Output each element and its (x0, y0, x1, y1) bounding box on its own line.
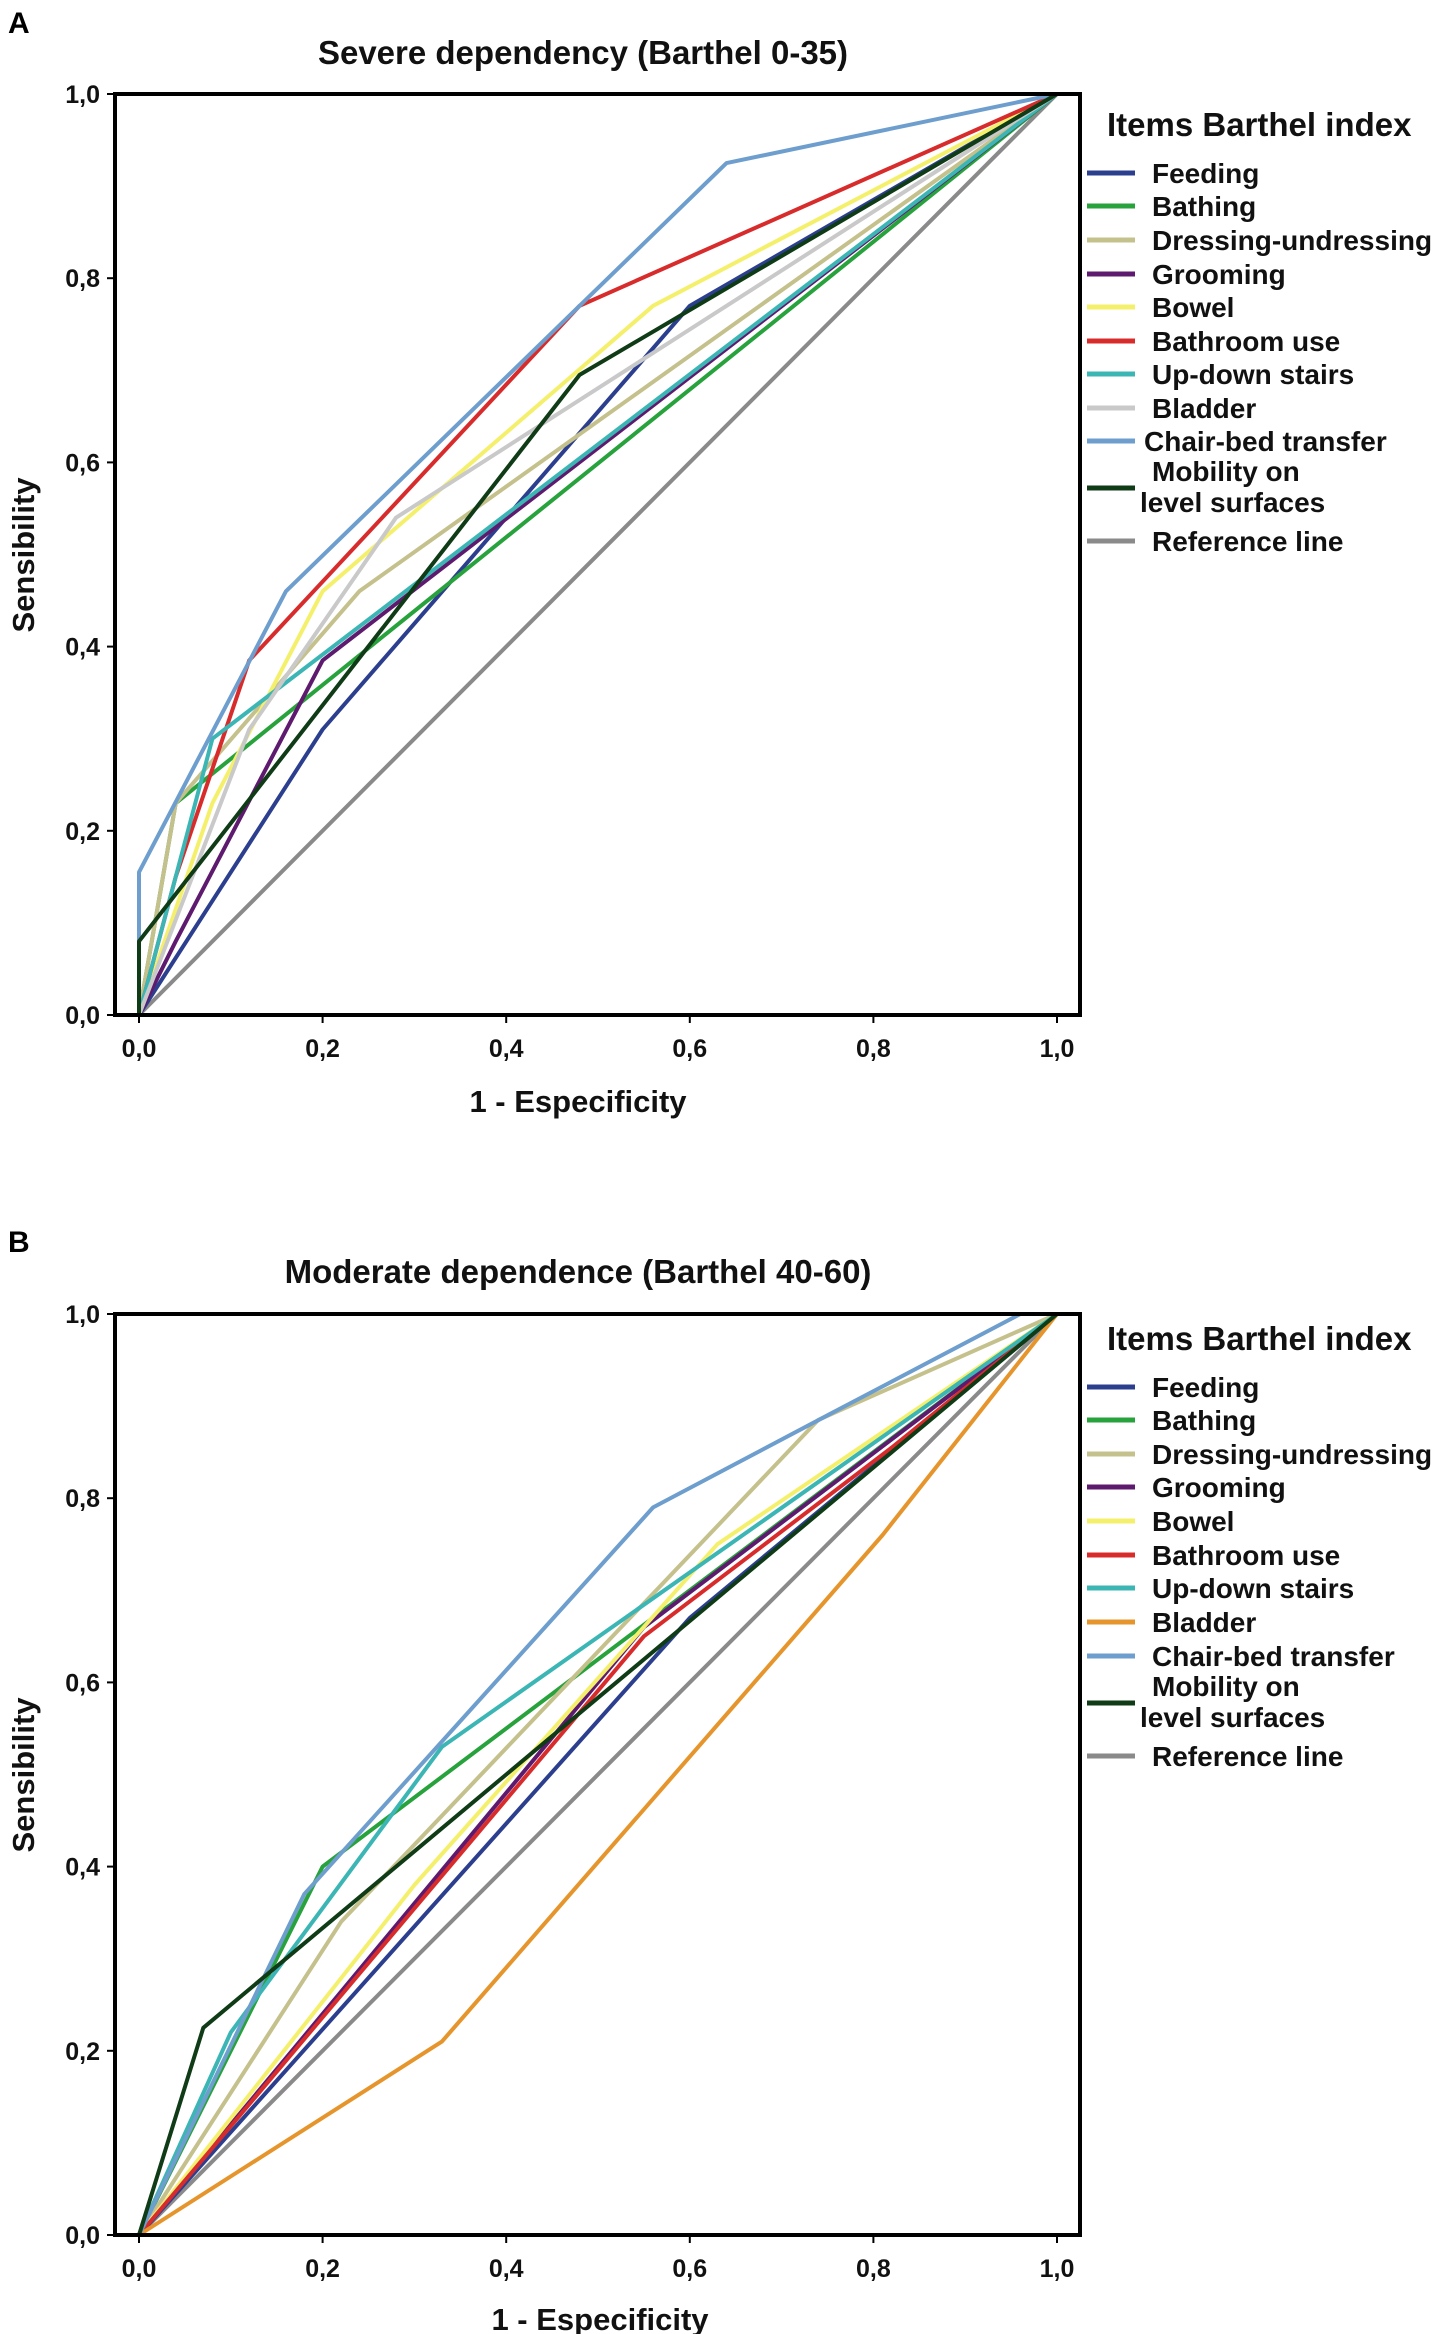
series-line-chair-bed-transfer (137, 92, 1058, 1015)
legend-label-mobility-wrap: Mobility on level surfaces (1140, 1671, 1326, 1733)
y-tick-label: 1,0 (65, 81, 100, 109)
y-axis-title: Sensibility (6, 477, 41, 633)
legend-label-bladder: Bladder (1152, 393, 1256, 424)
legend-label-feeding: Feeding (1152, 158, 1259, 189)
series-line-reference-line (137, 92, 1059, 1017)
series-group (137, 1312, 1059, 2237)
series-line-up-down-stairs (137, 1312, 1059, 2236)
legend-label-dressing-undressing: Dressing-undressing (1152, 1439, 1432, 1470)
legend: Items Barthel index Feeding Bathing Dres… (1087, 106, 1432, 557)
plot-frame (113, 92, 1082, 1017)
x-tick-label: 1,0 (1040, 1035, 1075, 1063)
x-tick-label: 0,2 (305, 2255, 340, 2283)
series-line-dressing-undressing (137, 1312, 1058, 2237)
axis-ticks: 0,0 0,0 0,2 0,2 0,4 0,4 0,6 0,6 0,8 0,8 1,0 1,0 (65, 1301, 1074, 2283)
plot-frame (113, 1312, 1082, 2237)
y-axis-title: Sensibility (6, 1697, 41, 1853)
plot-area: 0,0 0,0 0,2 0,2 0,4 0,4 0,6 0,6 0,8 0,8 1,0 1,0 (65, 81, 1082, 1063)
legend-label-mobility-on-level-surfaces: Mobility on level surfaces (1140, 1671, 1326, 1733)
legend-title: Items Barthel index (1107, 1320, 1412, 1357)
legend: Items Barthel index Feeding Bathing Dres… (1087, 1320, 1432, 1772)
y-tick-label: 0,0 (65, 1002, 100, 1030)
legend-label-up-down-stairs: Up-down stairs (1152, 1573, 1354, 1604)
axis-ticks: 0,0 0,0 0,2 0,2 0,4 0,4 0,6 0,6 0,8 0,8 1,0 1,0 (65, 81, 1074, 1063)
legend-label-bowel: Bowel (1152, 292, 1234, 323)
series-line-up-down-stairs (137, 92, 1059, 1016)
series-line-mobility-on-level-surfaces (137, 1312, 1059, 2236)
legend-label-grooming: Grooming (1152, 1472, 1286, 1503)
y-tick-label: 1,0 (65, 1301, 100, 1329)
chart-title: Severe dependency (Barthel 0-35) (318, 34, 848, 71)
series-line-bowel (137, 1312, 1059, 2237)
y-tick-label: 0,0 (65, 2222, 100, 2250)
legend-label-mobility-on-level-surfaces: Mobility on level surfaces (1140, 456, 1326, 518)
y-tick-label: 0,6 (65, 449, 100, 477)
x-axis-title: 1 - Especificity (491, 2302, 709, 2334)
legend-label-up-down-stairs: Up-down stairs (1152, 359, 1354, 390)
plot-area: 0,0 0,0 0,2 0,2 0,4 0,4 0,6 0,6 0,8 0,8 1,0 1,0 (65, 1301, 1082, 2283)
x-tick-label: 0,6 (672, 1035, 707, 1063)
legend-label-reference-line: Reference line (1152, 1741, 1343, 1772)
y-tick-label: 0,2 (65, 2038, 100, 2066)
x-tick-label: 0,4 (489, 2255, 524, 2283)
legend-label-chair-bed-transfer: Chair-bed transfer (1152, 1641, 1395, 1672)
panel-a: A Severe dependency (Barthel 0-35) 1 - E… (6, 7, 1432, 1119)
x-tick-label: 1,0 (1040, 2255, 1075, 2283)
x-axis-title: 1 - Especificity (469, 1084, 687, 1119)
series-line-chair-bed-transfer (137, 1312, 1022, 2236)
x-tick-label: 0,0 (122, 1035, 157, 1063)
x-tick-label: 0,8 (856, 1035, 891, 1063)
series-group (137, 92, 1059, 1017)
legend-label-bathing: Bathing (1152, 1405, 1256, 1436)
x-tick-label: 0,4 (489, 1035, 524, 1063)
legend-label-mobility-wrap: Mobility on level surfaces (1140, 456, 1326, 518)
legend-label-bathroom-use: Bathroom use (1152, 1540, 1340, 1571)
x-tick-label: 0,6 (672, 2255, 707, 2283)
legend-label-bathroom-use: Bathroom use (1152, 326, 1340, 357)
chart-title: Moderate dependence (Barthel 40-60) (285, 1253, 872, 1290)
legend-label-feeding: Feeding (1152, 1372, 1259, 1403)
legend-label-bathing: Bathing (1152, 191, 1256, 222)
y-tick-label: 0,8 (65, 1485, 100, 1513)
panel-label: B (8, 1226, 30, 1259)
legend-title: Items Barthel index (1107, 106, 1412, 143)
series-line-bladder (137, 1312, 1059, 2237)
legend-label-reference-line: Reference line (1152, 526, 1343, 557)
panel-b: B Moderate dependence (Barthel 40-60) 1 … (6, 1226, 1432, 2334)
y-tick-label: 0,4 (65, 634, 100, 662)
panel-label: A (8, 7, 30, 40)
series-line-reference-line (137, 1312, 1059, 2237)
y-tick-label: 0,4 (65, 1854, 100, 1882)
x-tick-label: 0,0 (122, 2255, 157, 2283)
series-line-bowel (137, 92, 1058, 1016)
legend-label-chair-bed-transfer: Chair-bed transfer (1144, 426, 1387, 457)
legend-label-dressing-undressing: Dressing-undressing (1152, 225, 1432, 256)
legend-label-grooming: Grooming (1152, 259, 1286, 290)
x-tick-label: 0,2 (305, 1035, 340, 1063)
y-tick-label: 0,8 (65, 265, 100, 293)
legend-label-bowel: Bowel (1152, 1506, 1234, 1537)
y-tick-label: 0,2 (65, 818, 100, 846)
legend-label-bladder: Bladder (1152, 1607, 1256, 1638)
series-line-mobility-on-level-surfaces (137, 92, 1059, 1015)
x-tick-label: 0,8 (856, 2255, 891, 2283)
y-tick-label: 0,6 (65, 1669, 100, 1697)
